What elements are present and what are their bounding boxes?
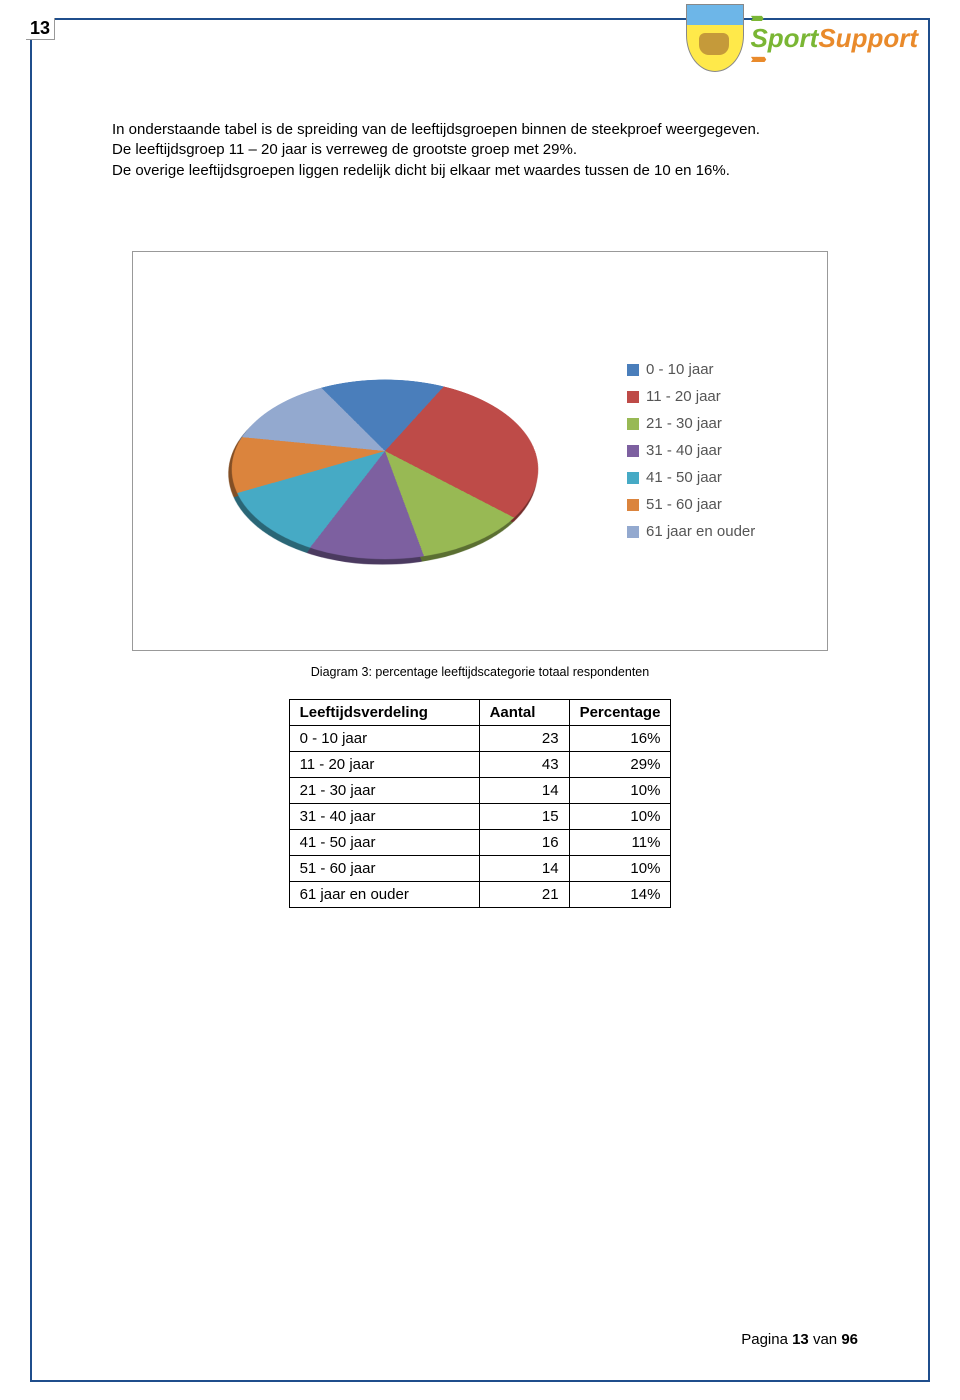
- intro-line2: De leeftijdsgroep 11 – 20 jaar is verrew…: [112, 141, 577, 158]
- table-cell: 23: [479, 725, 569, 751]
- intro-paragraph: In onderstaande tabel is de spreiding va…: [112, 120, 848, 181]
- footer-mid: van: [809, 1331, 842, 1348]
- table-cell: 16: [479, 829, 569, 855]
- age-distribution-table: Leeftijdsverdeling Aantal Percentage 0 -…: [289, 699, 672, 908]
- page-footer: Pagina 13 van 96: [741, 1331, 858, 1348]
- table-row: 61 jaar en ouder2114%: [289, 881, 671, 907]
- intro-line1: In onderstaande tabel is de spreiding va…: [112, 121, 760, 138]
- table-row: 51 - 60 jaar1410%: [289, 855, 671, 881]
- table-cell: 14%: [569, 881, 671, 907]
- sportsupport-text: SportSupport: [750, 25, 918, 51]
- legend-item: 21 - 30 jaar: [627, 415, 807, 432]
- table-row: 41 - 50 jaar1611%: [289, 829, 671, 855]
- page-number-top: 13: [26, 18, 55, 40]
- legend-label: 21 - 30 jaar: [646, 415, 722, 432]
- pie-slices: [196, 379, 573, 559]
- footer-page: 13: [792, 1331, 809, 1348]
- legend-item: 11 - 20 jaar: [627, 388, 807, 405]
- table-row: 31 - 40 jaar1510%: [289, 803, 671, 829]
- table-cell: 0 - 10 jaar: [289, 725, 479, 751]
- legend-item: 31 - 40 jaar: [627, 442, 807, 459]
- pie-chart-container: 0 - 10 jaar 11 - 20 jaar 21 - 30 jaar 31 - …: [132, 251, 828, 651]
- table-cell: 15: [479, 803, 569, 829]
- legend-label: 0 - 10 jaar: [646, 361, 714, 378]
- table-header: Percentage: [569, 699, 671, 725]
- table-cell: 10%: [569, 803, 671, 829]
- legend-label: 41 - 50 jaar: [646, 469, 722, 486]
- table-row: 11 - 20 jaar4329%: [289, 751, 671, 777]
- municipal-crest-icon: [686, 4, 744, 72]
- table-cell: 31 - 40 jaar: [289, 803, 479, 829]
- footer-prefix: Pagina: [741, 1331, 792, 1348]
- sportsupport-logo: ›››››››› SportSupport ››››››››››: [750, 10, 918, 66]
- table-cell: 16%: [569, 725, 671, 751]
- legend-swatch-icon: [627, 418, 639, 430]
- table-cell: 43: [479, 751, 569, 777]
- logo-word-support: Support: [818, 23, 918, 53]
- content-region: In onderstaande tabel is de spreiding va…: [112, 120, 848, 908]
- footer-total: 96: [841, 1331, 858, 1348]
- chart-caption: Diagram 3: percentage leeftijdscategorie…: [112, 665, 848, 679]
- table-row: 0 - 10 jaar2316%: [289, 725, 671, 751]
- table-header: Leeftijdsverdeling: [289, 699, 479, 725]
- table-header: Aantal: [479, 699, 569, 725]
- legend-label: 11 - 20 jaar: [646, 388, 721, 405]
- table-cell: 11%: [569, 829, 671, 855]
- table-cell: 14: [479, 777, 569, 803]
- page-border: 13 ›››››››› SportSupport ›››››››››› In o…: [30, 18, 930, 1382]
- pie-chart: [81, 379, 690, 559]
- table-cell: 10%: [569, 777, 671, 803]
- table-cell: 11 - 20 jaar: [289, 751, 479, 777]
- legend-item: 41 - 50 jaar: [627, 469, 807, 486]
- table-header-row: Leeftijdsverdeling Aantal Percentage: [289, 699, 671, 725]
- table-cell: 14: [479, 855, 569, 881]
- legend-item: 0 - 10 jaar: [627, 361, 807, 378]
- crest-figure-icon: [699, 33, 729, 55]
- legend-swatch-icon: [627, 364, 639, 376]
- table-row: 21 - 30 jaar1410%: [289, 777, 671, 803]
- table-cell: 29%: [569, 751, 671, 777]
- table-cell: 21: [479, 881, 569, 907]
- chevron-orange-icon: ››››››››››: [750, 51, 918, 66]
- table-cell: 61 jaar en ouder: [289, 881, 479, 907]
- legend-swatch-icon: [627, 391, 639, 403]
- legend-label: 31 - 40 jaar: [646, 442, 722, 459]
- table-cell: 41 - 50 jaar: [289, 829, 479, 855]
- table-cell: 51 - 60 jaar: [289, 855, 479, 881]
- table-cell: 21 - 30 jaar: [289, 777, 479, 803]
- table-cell: 10%: [569, 855, 671, 881]
- logo-word-sport: Sport: [750, 23, 818, 53]
- intro-line3: De overige leeftijdsgroepen liggen redel…: [112, 162, 730, 179]
- logo-area: ›››››››› SportSupport ››››››››››: [686, 4, 918, 72]
